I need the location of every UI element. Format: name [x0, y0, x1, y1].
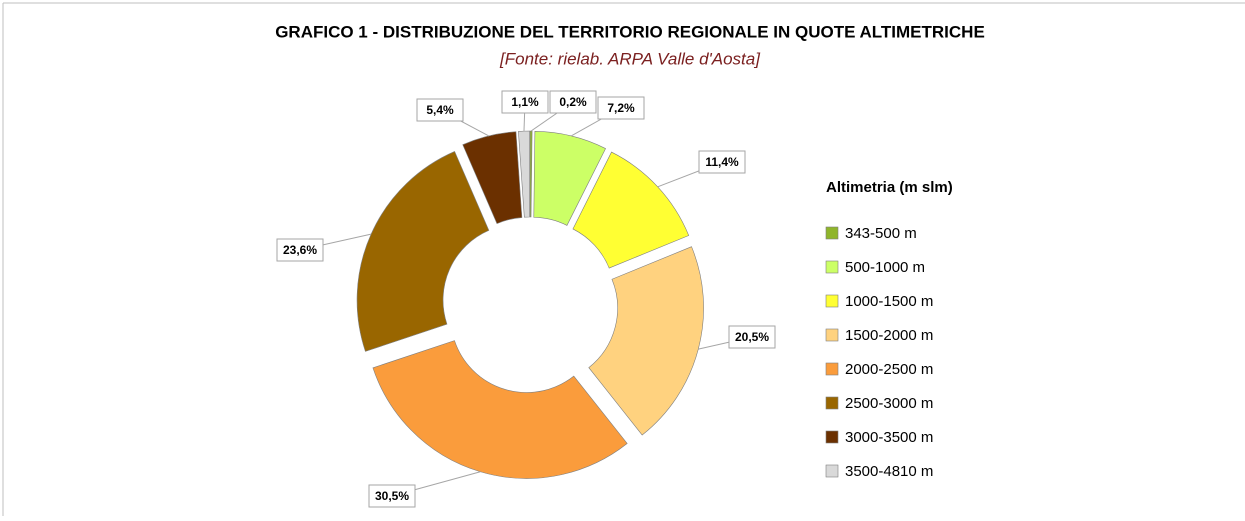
data-label: 7,2%: [607, 101, 635, 115]
data-label-box: [597, 96, 645, 120]
legend-label: 343-500 m: [845, 225, 917, 242]
data-label: 0,2%: [559, 95, 587, 109]
data-label-box: [549, 90, 597, 114]
donut-slice: [572, 151, 690, 269]
legend-label: 3000-3500 m: [845, 429, 933, 446]
data-label-box: [728, 325, 776, 349]
legend-title: Altimetria (m slm): [826, 179, 953, 196]
donut-slice: [518, 130, 530, 218]
data-label-box: [368, 484, 416, 508]
data-label: 20,5%: [735, 330, 769, 344]
data-label-box: [276, 238, 324, 262]
chart-subtitle: [Fonte: rielab. ARPA Valle d'Aosta]: [499, 49, 761, 68]
legend-label: 500-1000 m: [845, 259, 925, 276]
data-label-box: [698, 150, 746, 174]
data-label: 23,6%: [283, 243, 317, 257]
legend-swatch: [825, 464, 839, 478]
donut-slice: [372, 340, 628, 479]
legend-label: 1000-1500 m: [845, 293, 933, 310]
data-label: 30,5%: [375, 489, 409, 503]
data-label: 11,4%: [705, 155, 739, 169]
data-label: 1,1%: [511, 95, 539, 109]
donut-slice: [462, 131, 523, 224]
legend-swatch: [825, 362, 839, 376]
legend-swatch: [825, 396, 839, 410]
legend-swatch: [825, 328, 839, 342]
legend-swatch: [825, 430, 839, 444]
donut-slice: [533, 131, 606, 226]
legend-swatch: [825, 294, 839, 308]
donut-slice: [588, 246, 704, 436]
legend-swatch: [825, 260, 839, 274]
data-label: 5,4%: [426, 103, 454, 117]
legend-label: 2500-3000 m: [845, 395, 933, 412]
legend-swatch: [825, 226, 839, 240]
legend-label: 3500-4810 m: [845, 463, 933, 480]
data-label-box: [416, 98, 464, 122]
donut-slice: [356, 151, 490, 352]
chart-title: GRAFICO 1 - DISTRIBUZIONE DEL TERRITORIO…: [275, 22, 985, 41]
data-label-box: [501, 90, 549, 114]
legend-label: 1500-2000 m: [845, 327, 933, 344]
legend-label: 2000-2500 m: [845, 361, 933, 378]
donut-slice: [529, 130, 533, 218]
